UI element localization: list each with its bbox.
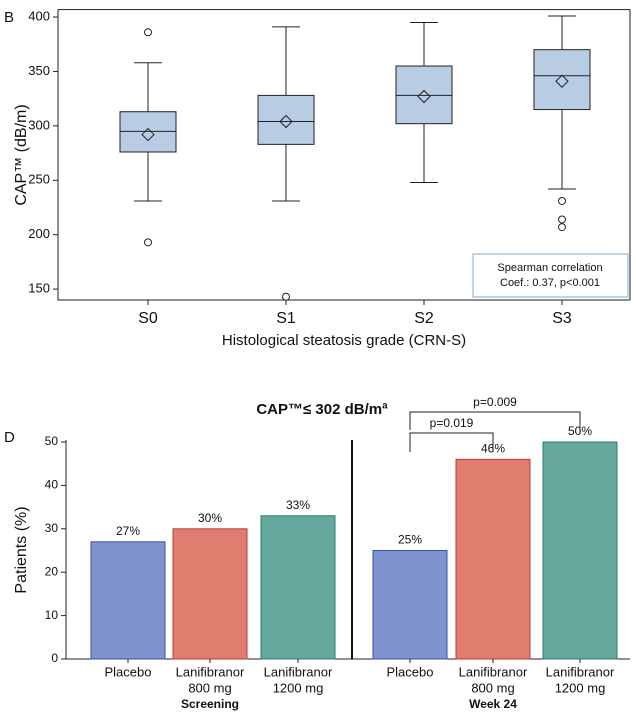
annotation: Spearman correlation xyxy=(497,262,602,274)
x-tick-label: 800 mg xyxy=(188,680,231,695)
y-tick-label: 20 xyxy=(45,564,59,578)
y-tick-label: 0 xyxy=(51,651,58,665)
x-tick-label: Placebo xyxy=(387,664,434,679)
y-tick-label: 250 xyxy=(28,172,50,187)
mean-marker xyxy=(279,114,293,129)
box xyxy=(257,94,315,145)
bracket xyxy=(409,411,581,434)
outlier xyxy=(144,238,152,247)
x-tick-label: 800 mg xyxy=(471,680,514,695)
box xyxy=(533,49,591,111)
chart-title: CAP™≤ 302 dB/mª xyxy=(256,401,388,418)
value-label: 25% xyxy=(398,533,422,547)
x-axis-label: Histological steatosis grade (CRN-S) xyxy=(222,332,466,349)
x-tick-label: S3 xyxy=(552,310,572,327)
x-tick-label: Lanifibranor xyxy=(264,664,333,679)
y-tick-label: 10 xyxy=(45,608,59,622)
x-tick-label: Lanifibranor xyxy=(459,664,528,679)
outlier xyxy=(558,223,566,232)
x-tick-label: S0 xyxy=(138,310,158,327)
box xyxy=(395,65,453,125)
comparison-label: p=0.009 xyxy=(473,395,517,409)
bar xyxy=(172,528,248,660)
bar xyxy=(260,515,336,660)
mean-marker xyxy=(417,89,431,104)
y-axis-label: CAP™ (dB/m) xyxy=(13,104,30,205)
annotation-box xyxy=(472,253,629,298)
x-tick-label: 1200 mg xyxy=(273,680,324,695)
y-tick-label: 200 xyxy=(28,226,50,241)
outlier xyxy=(282,292,290,301)
x-tick-label: Lanifibranor xyxy=(176,664,245,679)
outlier xyxy=(558,215,566,224)
outlier xyxy=(558,196,566,205)
panel-label: B xyxy=(4,9,14,26)
outlier xyxy=(144,28,152,37)
bar xyxy=(372,550,448,660)
y-tick-label: 350 xyxy=(28,63,50,78)
plot-frame xyxy=(57,9,631,301)
x-tick-label: 1200 mg xyxy=(555,680,606,695)
mean-marker xyxy=(141,127,155,142)
bar xyxy=(90,541,166,660)
y-tick-label: 300 xyxy=(28,117,50,132)
x-tick-label: Lanifibranor xyxy=(546,664,615,679)
mean-marker xyxy=(555,74,569,88)
y-tick-label: 150 xyxy=(28,281,50,296)
annotation: Coef.: 0.37, p<0.001 xyxy=(500,277,600,289)
bar xyxy=(455,458,531,660)
x-tick-label: S1 xyxy=(276,310,296,327)
x-tick-label: S2 xyxy=(414,310,434,327)
box xyxy=(119,111,177,153)
y-axis-label: Patients (%) xyxy=(13,506,30,593)
y-tick-label: 400 xyxy=(28,8,50,23)
value-label: 33% xyxy=(286,498,310,512)
bar xyxy=(542,441,618,660)
bracket xyxy=(409,432,494,452)
value-label: 27% xyxy=(116,524,140,538)
group-label: Week 24 xyxy=(469,697,517,711)
value-label: 30% xyxy=(198,511,222,525)
group-label: Screening xyxy=(181,697,239,711)
y-tick-label: 40 xyxy=(45,478,59,492)
y-tick-label: 30 xyxy=(45,521,59,535)
comparison-label: p=0.019 xyxy=(430,416,474,430)
panel-label: D xyxy=(4,429,15,446)
x-tick-label: Placebo xyxy=(105,664,152,679)
y-tick-label: 50 xyxy=(45,434,59,448)
